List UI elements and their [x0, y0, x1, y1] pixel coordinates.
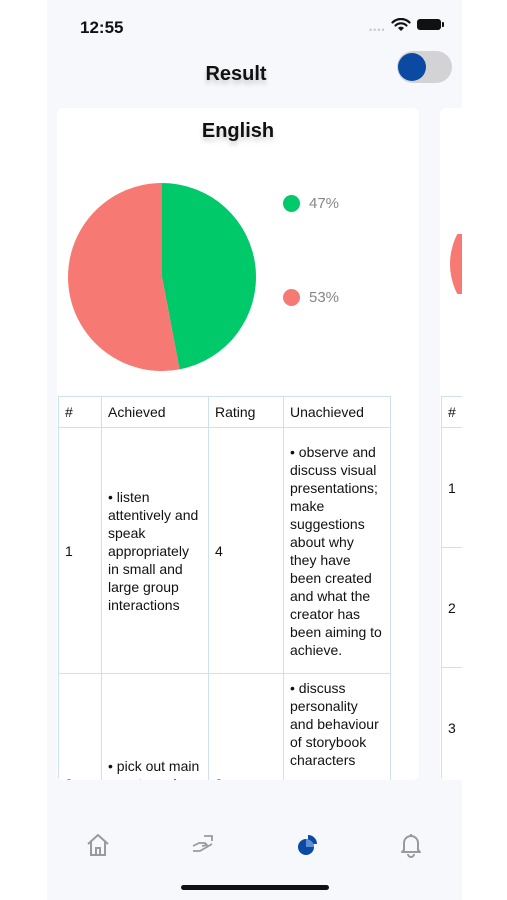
- table-row: 3: [441, 667, 462, 780]
- row-rating: 3: [208, 673, 284, 780]
- table-header-row: #: [441, 396, 462, 428]
- toggle-knob[interactable]: [398, 53, 426, 81]
- header-achieved: Achieved: [101, 396, 209, 428]
- tab-bar: [47, 815, 462, 875]
- signal-icon: ••••: [369, 25, 386, 35]
- row-num: 2: [441, 547, 462, 668]
- status-bar: 12:55 ••••: [47, 0, 462, 50]
- phone-screen: 12:55 •••• Result English 47% 53% #: [47, 0, 462, 900]
- next-result-card[interactable]: # 1 2 3: [440, 108, 462, 780]
- subject-title: English: [201, 120, 275, 142]
- table-row: 1: [441, 427, 462, 548]
- header-num: #: [441, 396, 462, 428]
- row-unachieved: • observe and discuss visual presentatio…: [283, 427, 391, 674]
- wifi-icon: [391, 18, 411, 31]
- bell-icon[interactable]: [398, 832, 424, 858]
- results-table: # Achieved Rating Unachieved 1 • listen …: [58, 396, 391, 780]
- legend-label-achieved: 47%: [309, 195, 340, 212]
- row-achieved: • pick out main events and relevant: [101, 673, 209, 780]
- hand-icon[interactable]: [190, 832, 216, 858]
- toggle-switch[interactable]: [397, 51, 452, 83]
- row-achieved: • listen attentively and speak appropria…: [101, 427, 209, 674]
- header-unachieved: Unachieved: [283, 396, 391, 428]
- home-icon[interactable]: [85, 832, 111, 858]
- pie-chart: [67, 183, 256, 371]
- table-row: 2 • pick out main events and relevant 3 …: [58, 673, 391, 780]
- table-row: 2: [441, 547, 462, 668]
- table-row: 1 • listen attentively and speak appropr…: [58, 427, 391, 674]
- legend-dot-unachieved: [283, 289, 300, 306]
- legend-item-unachieved: 53%: [283, 289, 339, 306]
- row-num: 1: [58, 427, 102, 674]
- legend-dot-achieved: [283, 195, 300, 212]
- legend-label-unachieved: 53%: [309, 289, 340, 306]
- battery-icon: [417, 19, 444, 30]
- row-num: 2: [58, 673, 102, 780]
- row-num: 1: [441, 427, 462, 548]
- result-card: English 47% 53% # Achieved Rating Unachi…: [57, 108, 419, 780]
- next-pie-chart: [440, 234, 462, 294]
- row-rating: 4: [208, 427, 284, 674]
- pie-slice-unachieved: [67, 183, 180, 371]
- header-rating: Rating: [208, 396, 284, 428]
- row-unachieved: • discuss personality and behaviour of s…: [283, 673, 391, 780]
- page-title: Result: [205, 63, 267, 85]
- status-time: 12:55: [80, 18, 124, 37]
- home-indicator: [181, 885, 329, 890]
- legend-item-achieved: 47%: [283, 195, 339, 212]
- table-header-row: # Achieved Rating Unachieved: [58, 396, 391, 428]
- pie-slice-achieved: [162, 183, 256, 370]
- row-num: 3: [441, 667, 462, 780]
- header-num: #: [58, 396, 102, 428]
- next-results-table: # 1 2 3: [441, 396, 462, 780]
- chart-icon[interactable]: [294, 832, 320, 858]
